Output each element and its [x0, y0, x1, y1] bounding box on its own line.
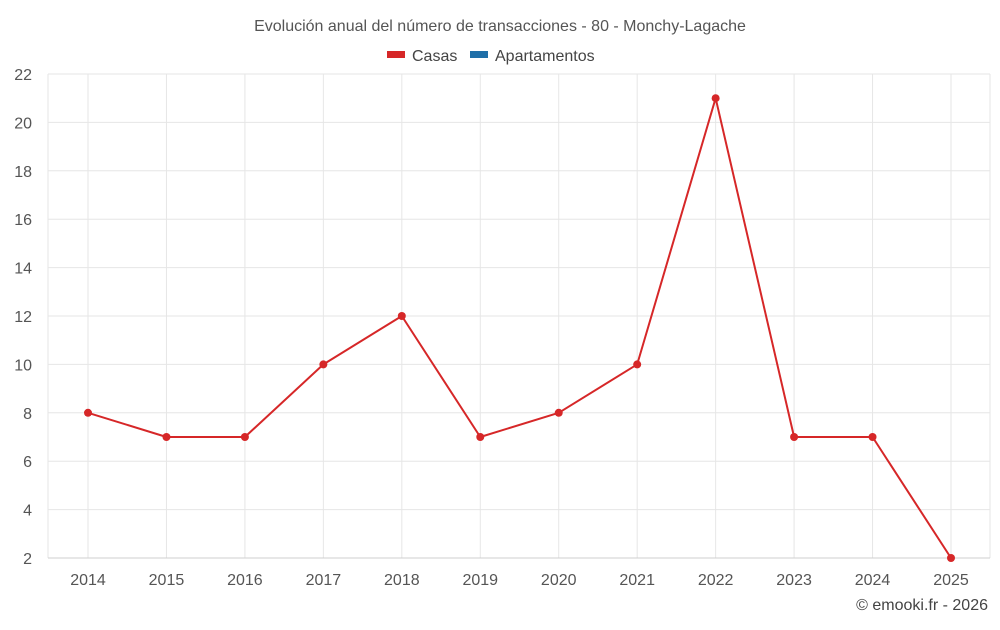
x-tick-label: 2015	[149, 572, 185, 589]
data-point-casas-2019[interactable]	[476, 433, 485, 441]
x-tick-label: 2020	[541, 572, 577, 589]
y-tick-labels: 2 4 6 8 10 12 14 16 18 20 22	[14, 67, 32, 568]
y-tick-label: 20	[14, 115, 32, 132]
data-point-casas-2024[interactable]	[868, 433, 877, 441]
x-tick-label: 2022	[698, 572, 734, 589]
y-tick-label: 8	[23, 406, 32, 423]
x-tick-label: 2019	[462, 572, 498, 589]
x-tick-label: 2025	[933, 572, 969, 589]
chart-title: Evolución anual del número de transaccio…	[254, 18, 746, 35]
x-tick-label: 2016	[227, 572, 263, 589]
y-gridlines	[48, 73, 990, 511]
data-point-casas-2021[interactable]	[633, 360, 642, 369]
legend-item-casas[interactable]: Casas	[387, 48, 457, 65]
x-tick-label: 2023	[776, 572, 812, 589]
legend-swatch-apartamentos	[470, 51, 488, 58]
data-point-casas-2022[interactable]	[711, 94, 720, 103]
legend-label-apartamentos: Apartamentos	[495, 48, 595, 65]
series-casas	[84, 94, 955, 562]
x-tick-label: 2021	[619, 572, 655, 589]
data-point-casas-2018[interactable]	[397, 312, 406, 320]
y-tick-label: 16	[14, 212, 32, 229]
data-point-casas-2016[interactable]	[240, 433, 249, 441]
x-tick-labels: 2014 2015 2016 2017 2018 2019 2020 2021 2022 2023…	[70, 572, 969, 589]
y-tick-label: 10	[14, 357, 32, 374]
y-tick-label: 12	[14, 309, 32, 326]
data-point-casas-2014[interactable]	[84, 408, 92, 417]
y-tick-label: 18	[14, 164, 32, 181]
legend-label-casas: Casas	[412, 48, 457, 65]
legend-item-apartamentos[interactable]: Apartamentos	[470, 48, 595, 65]
y-tick-label: 2	[23, 551, 32, 568]
x-tick-label: 2014	[70, 572, 106, 589]
x-tick-label: 2018	[384, 572, 420, 589]
x-gridlines	[47, 74, 991, 558]
x-tick-label: 2017	[306, 572, 342, 589]
y-tick-label: 14	[14, 261, 32, 278]
legend-swatch-casas	[387, 51, 405, 58]
y-tick-label: 22	[14, 67, 32, 84]
credit-text: © emooki.fr - 2026	[856, 597, 988, 614]
data-point-casas-2025[interactable]	[947, 554, 955, 562]
series-line-casas	[87, 97, 952, 559]
x-tick-label: 2024	[855, 572, 891, 589]
legend: Casas Apartamentos	[387, 48, 595, 65]
y-tick-label: 4	[23, 503, 32, 520]
y-tick-label: 6	[23, 454, 32, 471]
data-point-casas-2020[interactable]	[554, 408, 563, 417]
data-point-casas-2023[interactable]	[790, 433, 799, 441]
data-point-casas-2017[interactable]	[319, 360, 328, 369]
data-point-casas-2015[interactable]	[162, 433, 171, 441]
